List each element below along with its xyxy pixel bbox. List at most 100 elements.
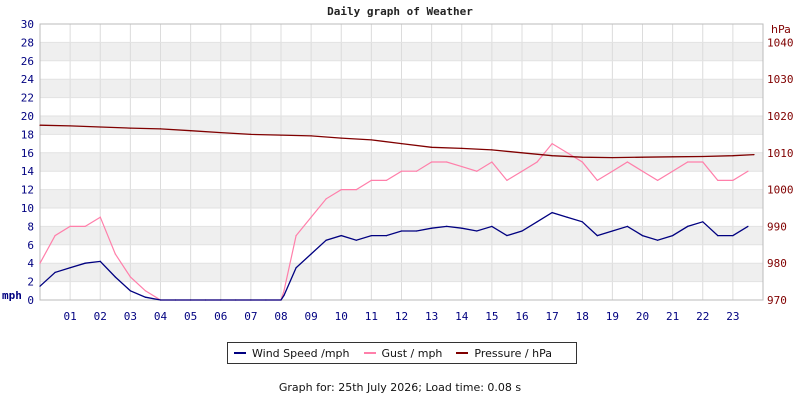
left-tick-label: 14 [21, 165, 35, 178]
x-tick-label: 16 [515, 310, 528, 323]
series-point-gust [747, 170, 749, 172]
series-point-wind [506, 235, 508, 237]
series-point-wind [54, 271, 56, 273]
series-point-pressure [672, 156, 674, 158]
series-point-gust [656, 179, 659, 181]
series-point-wind [280, 299, 282, 301]
series-point-wind [220, 299, 222, 301]
x-tick-label: 17 [546, 310, 559, 323]
series-point-pressure [461, 147, 463, 149]
left-tick-label: 6 [27, 239, 34, 252]
series-line-wind [39, 211, 749, 301]
left-tick-label: 24 [21, 73, 35, 86]
series-point-pressure [491, 149, 493, 151]
series-point-wind [190, 299, 192, 301]
series-point-gust [611, 170, 613, 172]
x-tick-label: 10 [335, 310, 348, 323]
series-point-wind [431, 227, 433, 229]
left-tick-label: 18 [21, 128, 34, 141]
left-tick-label: 30 [21, 18, 34, 31]
series-point-pressure [753, 154, 755, 156]
series-point-wind [114, 276, 116, 278]
series-point-pressure [99, 126, 101, 128]
x-tick-label: 01 [64, 310, 77, 323]
series-point-wind [717, 235, 719, 237]
left-tick-label: 8 [27, 220, 34, 233]
series-point-gust [355, 189, 357, 191]
series-point-wind [521, 230, 523, 232]
series-point-wind [159, 299, 162, 301]
series-point-wind [656, 239, 659, 241]
series-point-gust [69, 225, 71, 227]
x-tick-label: 23 [726, 310, 739, 323]
series-point-gust [687, 161, 689, 163]
x-tick-label: 22 [696, 310, 709, 323]
series-point-wind [596, 235, 598, 237]
x-tick-label: 14 [455, 310, 469, 323]
left-tick-label: 28 [21, 36, 34, 49]
series-point-wind [295, 267, 297, 269]
series-point-wind [205, 299, 207, 301]
series-point-wind [370, 235, 372, 237]
series-point-gust [641, 170, 644, 172]
plot-frame [39, 23, 764, 301]
series-point-pressure [39, 124, 41, 126]
series-point-gust [114, 253, 116, 255]
right-tick-label: 1000 [767, 184, 794, 197]
series-point-wind [325, 239, 327, 241]
series-point-gust [99, 216, 101, 218]
left-tick-label: 2 [27, 276, 34, 289]
series-point-wind [39, 285, 41, 287]
series-point-wind [144, 296, 147, 298]
right-tick-label: 970 [767, 294, 787, 307]
series-point-wind [626, 225, 629, 227]
x-tick-label: 08 [274, 310, 287, 323]
x-tick-label: 12 [395, 310, 408, 323]
x-tick-label: 11 [365, 310, 378, 323]
series-point-wind [265, 299, 267, 301]
legend-label-wind: Wind Speed /mph [252, 346, 350, 360]
series-point-gust [295, 235, 297, 237]
series-point-gust [431, 161, 433, 163]
series-point-wind [476, 230, 478, 232]
series-point-gust [461, 166, 463, 168]
series-point-gust [385, 179, 388, 181]
series-point-pressure [521, 152, 523, 154]
series-point-wind [672, 235, 674, 237]
series-point-pressure [190, 130, 192, 132]
left-tick-label: 10 [21, 202, 34, 215]
legend-item-wind: Wind Speed /mph [234, 347, 350, 360]
series-point-wind [283, 294, 285, 296]
series-point-pressure [370, 139, 372, 141]
right-tick-label: 980 [767, 257, 787, 270]
series-point-gust [340, 189, 342, 191]
x-tick-label: 07 [244, 310, 257, 323]
series-point-pressure [69, 125, 71, 127]
series-point-pressure [220, 131, 222, 134]
series-point-pressure [551, 155, 553, 157]
series-point-pressure [280, 134, 282, 136]
series-point-pressure [732, 155, 734, 157]
series-point-wind [400, 230, 403, 232]
series-point-wind [732, 235, 734, 237]
series-point-wind [641, 235, 644, 237]
series-point-gust [672, 170, 674, 172]
series-point-gust [491, 161, 493, 163]
series-point-gust [626, 161, 629, 163]
footer-status: Graph for: 25th July 2026; Load time: 0.… [278, 381, 522, 394]
series-point-gust [566, 152, 568, 154]
series-point-wind [702, 221, 704, 223]
series-point-wind [551, 212, 553, 214]
x-tick-label: 21 [666, 310, 679, 323]
series-point-pressure [159, 128, 162, 130]
left-tick-label: 12 [21, 184, 34, 197]
series-point-pressure [641, 156, 644, 158]
series-point-pressure [400, 143, 403, 145]
x-tick-label: 15 [485, 310, 498, 323]
series-point-wind [340, 235, 342, 237]
x-tick-label: 19 [606, 310, 619, 323]
series-point-wind [491, 225, 493, 227]
series-point-gust [551, 143, 553, 145]
right-tick-label: 1040 [767, 36, 794, 49]
